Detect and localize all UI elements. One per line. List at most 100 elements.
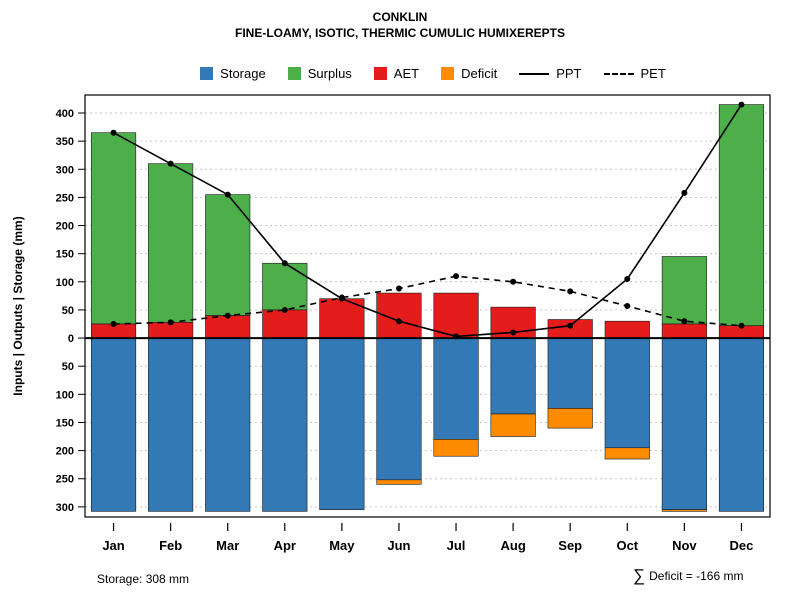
storage-bar — [604, 337, 650, 449]
deficit-bar — [433, 439, 479, 457]
storage-swatch-icon — [200, 67, 214, 80]
legend-item-ppt: PPT — [519, 66, 582, 81]
storage-annotation: Storage: 308 mm — [97, 572, 190, 586]
pet-line-point — [624, 303, 631, 309]
y-tick-label: 50 — [62, 305, 74, 317]
y-tick-label: 100 — [56, 389, 74, 401]
month-label: Feb — [159, 538, 182, 553]
aet-bar — [433, 292, 479, 339]
deficit-bar — [547, 408, 593, 429]
storage-bar — [205, 337, 251, 512]
storage-bar — [718, 337, 765, 512]
surplus-swatch-icon — [287, 67, 301, 80]
pet-line-point — [224, 312, 231, 319]
ppt-line-point — [395, 318, 402, 325]
y-tick-label: 0 — [68, 333, 74, 345]
deficit-swatch-icon — [441, 67, 455, 80]
month-label: Sep — [558, 538, 582, 553]
ppt-line-point — [510, 329, 517, 336]
y-tick-label: 250 — [56, 192, 74, 204]
solid-line-icon — [519, 72, 550, 75]
aet-bar — [661, 323, 707, 339]
legend-label: PPT — [556, 66, 582, 81]
y-tick-label: 100 — [56, 277, 74, 289]
storage-bar — [490, 337, 536, 415]
surplus-bar — [205, 194, 251, 316]
deficit-bar — [490, 413, 536, 437]
y-tick-label: 250 — [56, 474, 74, 486]
pet-line-point — [281, 306, 288, 313]
aet-bar — [262, 309, 308, 339]
chart-title: CONKLIN — [372, 10, 428, 24]
pet-line-point — [681, 318, 688, 325]
storage-bar — [90, 337, 137, 512]
month-label: Jun — [387, 538, 410, 553]
ppt-line-point — [453, 333, 460, 340]
storage-bar — [319, 337, 365, 510]
legend-label: Deficit — [461, 66, 498, 81]
pet-line-point — [738, 322, 745, 329]
storage-bar — [433, 337, 479, 440]
pet-line-point — [567, 288, 574, 295]
storage-bar — [148, 337, 194, 512]
legend-item-aet: AET — [373, 66, 420, 81]
deficit-bar — [604, 447, 650, 460]
ppt-line-point — [281, 260, 288, 267]
deficit-bar — [661, 509, 707, 512]
y-tick-label: 300 — [56, 502, 74, 514]
y-axis-title: Inputs | Outputs | Storage (mm) — [11, 216, 25, 395]
ppt-line-point — [624, 275, 631, 282]
ppt-line-point — [224, 191, 231, 198]
aet-swatch-icon — [373, 67, 387, 80]
surplus-bar — [90, 132, 137, 325]
y-tick-label: 50 — [62, 361, 74, 373]
y-tick-label: 350 — [56, 136, 74, 148]
aet-bar — [604, 320, 650, 339]
month-label: Mar — [216, 538, 239, 553]
y-tick-label: 200 — [56, 221, 74, 233]
pet-line — [113, 275, 742, 327]
sigma-symbol: ∑ — [633, 566, 646, 585]
pet-line-point — [338, 294, 345, 301]
chart-subtitle: FINE-LOAMY, ISOTIC, THERMIC CUMULIC HUMI… — [235, 26, 565, 40]
aet-bar — [547, 319, 593, 339]
ppt-line-point — [681, 189, 688, 196]
surplus-bar — [661, 256, 707, 325]
y-tick-label: 200 — [56, 446, 74, 458]
storage-bar — [661, 337, 707, 510]
surplus-bar — [718, 104, 765, 326]
y-tick-label: 300 — [56, 164, 74, 176]
month-label: Jan — [102, 538, 124, 553]
deficit-annotation: ∑ Deficit = -166 mm — [633, 566, 743, 586]
dashed-line-icon — [603, 72, 634, 75]
plot-border — [84, 94, 771, 518]
month-label: Nov — [672, 538, 697, 553]
ppt-line-point — [738, 101, 745, 108]
surplus-bar — [262, 262, 308, 311]
pet-line-point — [167, 319, 174, 326]
month-label: Oct — [616, 538, 638, 553]
pet-line-point — [453, 273, 460, 280]
deficit-bar — [376, 479, 422, 485]
legend-item-pet: PET — [603, 66, 666, 81]
storage-bar — [376, 337, 422, 481]
ppt-line-point — [167, 160, 174, 167]
storage-bar — [547, 337, 593, 409]
legend-label: Storage — [220, 66, 266, 81]
legend-item-deficit: Deficit — [441, 66, 497, 81]
month-label: Aug — [500, 538, 525, 553]
y-tick-label: 150 — [56, 249, 74, 261]
month-label: May — [329, 538, 355, 553]
legend-label: Surplus — [307, 66, 352, 81]
aet-bar — [319, 298, 365, 339]
legend-label: AET — [393, 66, 420, 81]
surplus-bar — [148, 163, 194, 323]
legend-item-surplus: Surplus — [287, 66, 352, 81]
y-tick-label: 400 — [56, 108, 74, 120]
ppt-line-point — [110, 129, 117, 136]
y-tick-label: 150 — [56, 417, 74, 429]
plot-area: 400 350 300 250 200 150 100 50 0 50 100 150 200 250 30… — [0, 88, 800, 573]
aet-bar — [205, 315, 251, 339]
month-label: Dec — [730, 538, 754, 553]
